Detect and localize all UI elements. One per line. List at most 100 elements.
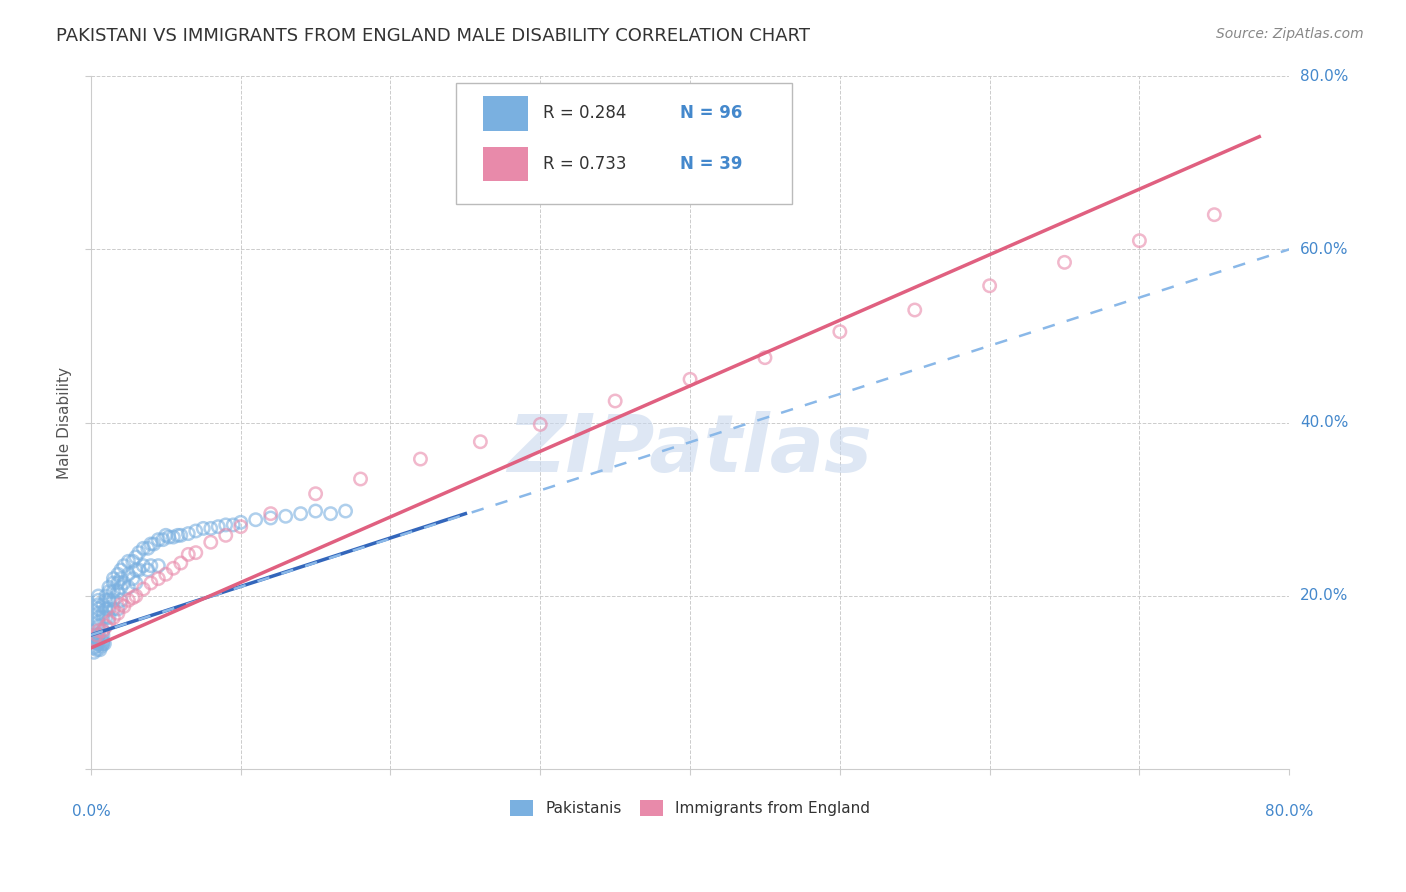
Point	[94, 589, 117, 603]
Point	[157, 530, 180, 544]
Point	[200, 535, 222, 549]
Point	[93, 637, 115, 651]
Point	[222, 517, 245, 532]
Text: R = 0.733: R = 0.733	[543, 155, 626, 173]
Text: ZIPatlas: ZIPatlas	[508, 411, 873, 490]
Point	[260, 507, 283, 521]
Point	[91, 624, 114, 638]
Point	[166, 528, 188, 542]
Point	[97, 580, 120, 594]
Point	[84, 634, 107, 648]
Point	[87, 637, 110, 651]
Point	[103, 593, 125, 607]
Point	[87, 607, 110, 621]
Point	[260, 511, 283, 525]
Point	[132, 582, 155, 596]
Point	[184, 546, 207, 560]
Point	[200, 521, 222, 535]
Point	[89, 637, 111, 651]
Point	[91, 607, 114, 621]
Point	[304, 504, 326, 518]
Text: 80.0%: 80.0%	[1265, 804, 1313, 819]
Point	[215, 517, 238, 532]
Point	[110, 572, 132, 586]
Point	[87, 619, 110, 633]
Point	[1128, 234, 1150, 248]
Point	[193, 521, 215, 535]
Point	[89, 642, 111, 657]
Point	[122, 572, 145, 586]
Point	[97, 615, 120, 629]
Point	[87, 602, 110, 616]
Point	[86, 631, 108, 645]
Point	[128, 563, 150, 577]
Point	[177, 548, 200, 562]
Point	[148, 533, 170, 547]
Point	[409, 452, 432, 467]
Point	[103, 584, 125, 599]
Point	[125, 563, 148, 577]
Point	[107, 607, 129, 621]
Point	[117, 593, 139, 607]
Point	[1204, 208, 1226, 222]
Point	[170, 528, 193, 542]
Point	[97, 584, 120, 599]
Text: PAKISTANI VS IMMIGRANTS FROM ENGLAND MALE DISABILITY CORRELATION CHART: PAKISTANI VS IMMIGRANTS FROM ENGLAND MAL…	[56, 27, 810, 45]
Point	[103, 610, 125, 624]
Point	[97, 602, 120, 616]
Point	[184, 524, 207, 538]
Point	[155, 567, 177, 582]
Point	[94, 610, 117, 624]
Point	[107, 567, 129, 582]
Text: 60.0%: 60.0%	[1301, 242, 1348, 257]
Point	[605, 394, 627, 409]
Point	[470, 434, 492, 449]
Point	[112, 576, 135, 591]
Point	[83, 624, 105, 638]
Point	[319, 507, 342, 521]
Text: 20.0%: 20.0%	[1301, 589, 1348, 604]
Text: 40.0%: 40.0%	[1301, 415, 1348, 430]
Point	[229, 519, 252, 533]
Point	[87, 624, 110, 638]
Point	[91, 598, 114, 612]
Point	[87, 628, 110, 642]
Point	[91, 628, 114, 642]
Point	[170, 556, 193, 570]
Point	[335, 504, 357, 518]
Point	[84, 639, 107, 653]
Point	[107, 584, 129, 599]
Point	[103, 602, 125, 616]
Text: R = 0.284: R = 0.284	[543, 104, 626, 122]
Point	[122, 554, 145, 568]
Point	[87, 634, 110, 648]
Point	[103, 572, 125, 586]
Point	[97, 593, 120, 607]
Point	[86, 628, 108, 642]
Bar	[482, 146, 529, 181]
Point	[162, 530, 184, 544]
Point	[94, 602, 117, 616]
Point	[91, 634, 114, 648]
Bar	[482, 96, 529, 131]
Point	[83, 628, 105, 642]
Point	[97, 610, 120, 624]
Text: N = 39: N = 39	[681, 155, 742, 173]
Point	[83, 632, 105, 647]
Text: Source: ZipAtlas.com: Source: ZipAtlas.com	[1216, 27, 1364, 41]
Point	[91, 624, 114, 638]
Text: N = 96: N = 96	[681, 104, 742, 122]
Legend: Pakistanis, Immigrants from England: Pakistanis, Immigrants from England	[502, 793, 877, 824]
Point	[290, 507, 312, 521]
Point	[110, 593, 132, 607]
Point	[215, 528, 238, 542]
Point	[142, 537, 165, 551]
Point	[103, 576, 125, 591]
Point	[349, 472, 371, 486]
Point	[132, 541, 155, 556]
Point	[828, 325, 851, 339]
Point	[139, 576, 162, 591]
Point	[132, 558, 155, 573]
Point	[679, 372, 702, 386]
Point	[83, 640, 105, 655]
